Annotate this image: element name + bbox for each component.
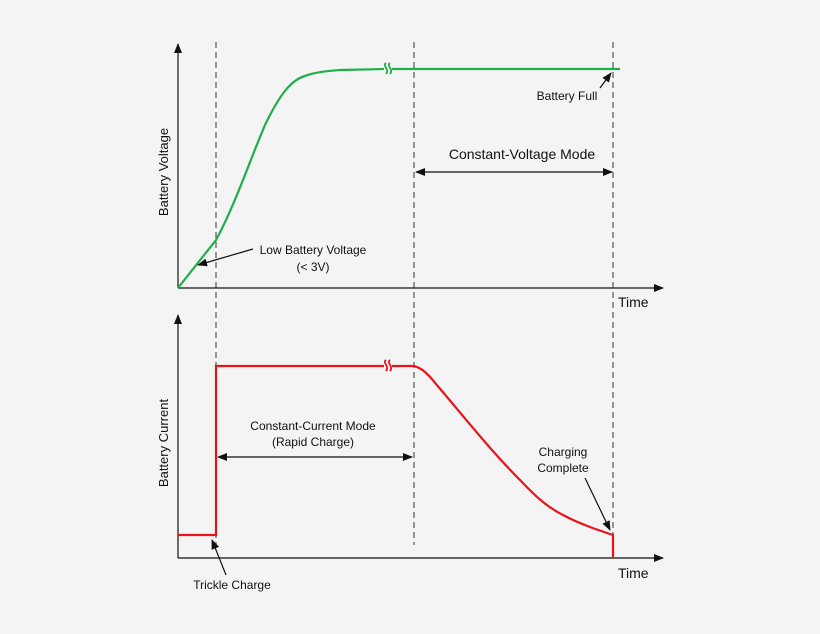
trickle-charge-label: Trickle Charge	[193, 578, 271, 592]
charging-complete-label-line2: Complete	[537, 461, 589, 475]
current-break-symbol	[383, 359, 393, 372]
low-voltage-label-line2: (< 3V)	[296, 260, 329, 274]
trickle-charge-pointer	[211, 539, 227, 576]
cc-mode-label-line2: (Rapid Charge)	[272, 435, 354, 449]
charging-complete-label-line1: Charging	[539, 445, 588, 459]
voltage-panel: Battery Voltage Time Low Battery Voltage…	[156, 43, 664, 310]
phase-divider-lines	[215, 42, 614, 562]
low-voltage-label-line1: Low Battery Voltage	[260, 243, 367, 257]
current-curve	[178, 364, 615, 558]
current-x-axis-title: Time	[618, 565, 649, 581]
low-voltage-pointer	[197, 248, 254, 267]
current-panel: Battery Current Time Constant-Current Mo…	[156, 314, 664, 592]
cv-mode-label: Constant-Voltage Mode	[449, 146, 596, 162]
voltage-x-axis-title: Time	[618, 294, 649, 310]
current-y-axis-title: Battery Current	[156, 399, 171, 488]
voltage-curve	[177, 67, 620, 289]
voltage-y-axis-title: Battery Voltage	[156, 128, 171, 216]
voltage-break-symbol	[383, 62, 393, 75]
charging-complete-pointer	[584, 477, 611, 531]
cc-mode-label-line1: Constant-Current Mode	[250, 419, 376, 433]
battery-full-label: Battery Full	[537, 89, 598, 103]
battery-full-pointer	[599, 72, 612, 89]
